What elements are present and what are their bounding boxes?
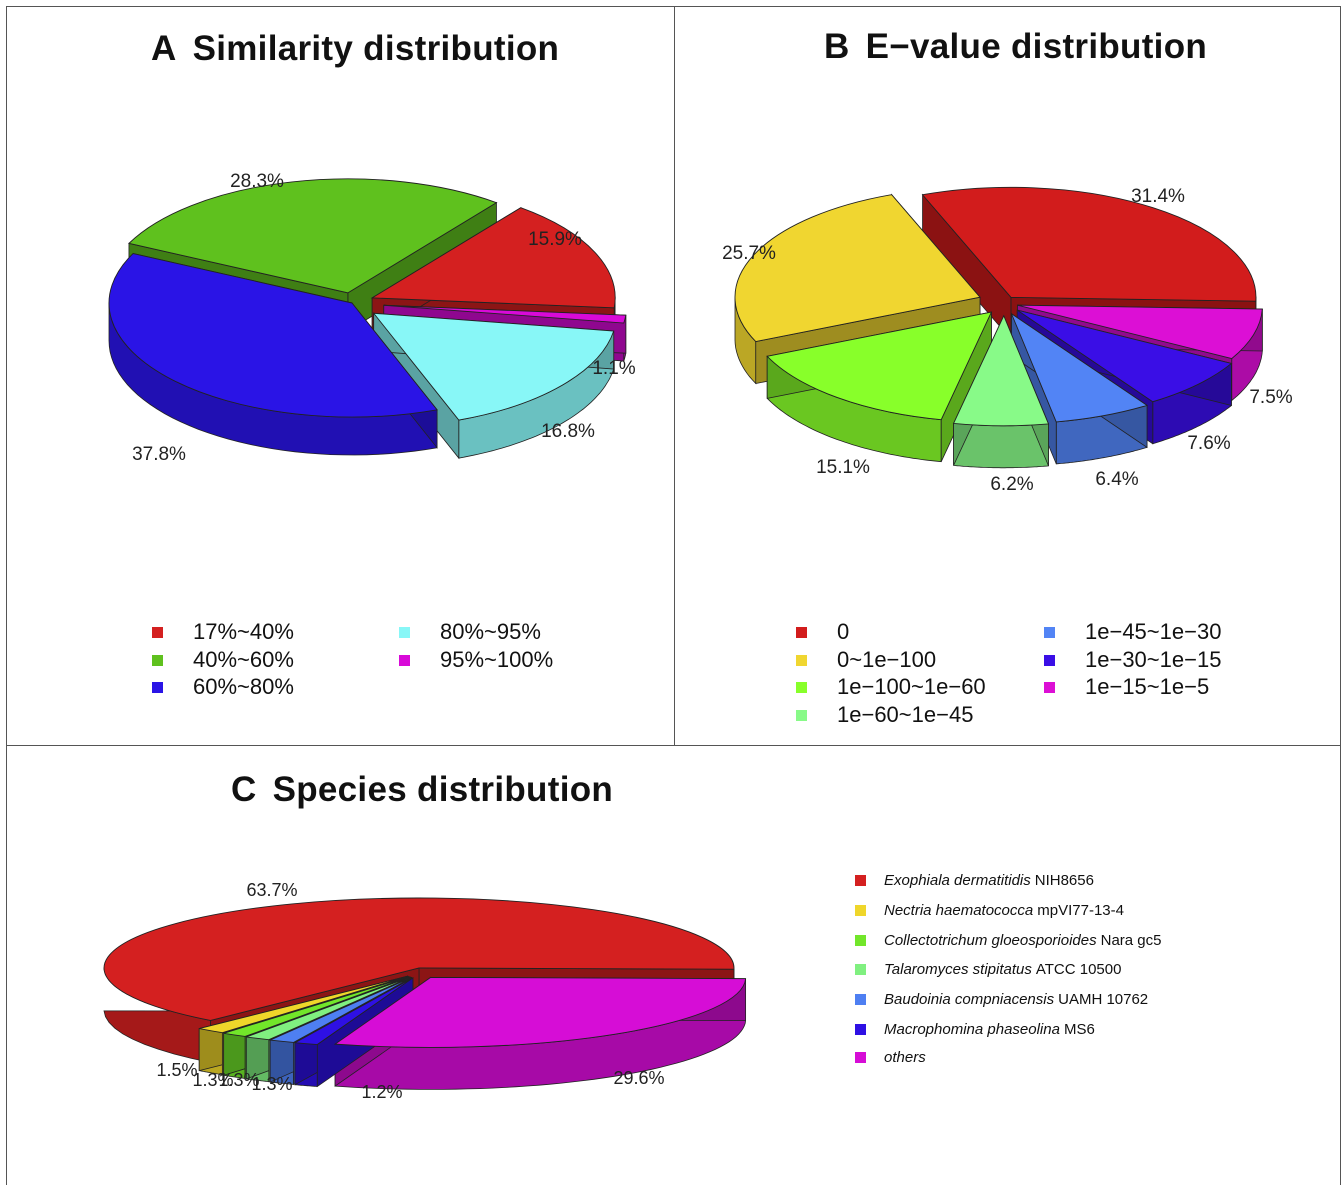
legend-swatch — [855, 875, 866, 886]
legend-label: 1e−45~1e−30 — [1085, 619, 1221, 645]
legend-label: 1e−60~1e−45 — [837, 702, 973, 728]
data-label: 1.1% — [592, 358, 635, 379]
legend-label: others — [884, 1049, 930, 1066]
legend-swatch — [152, 655, 163, 666]
pie-chart-evalue: 31.4% 25.7% 15.1% 6.2% 6.4% 7.6% 7.5% — [674, 7, 1341, 607]
data-label: 1.2% — [361, 1082, 402, 1102]
legend-item: 1e−15~1e−5 — [1044, 674, 1209, 700]
data-label: 28.3% — [230, 171, 284, 192]
legend-label: 40%~60% — [193, 647, 294, 673]
legend-swatch — [796, 627, 807, 638]
legend-label-species: Nectria haematococca — [884, 902, 1033, 919]
legend-item: 80%~95% — [399, 619, 541, 645]
legend-item: 95%~100% — [399, 647, 553, 673]
legend-label: 95%~100% — [440, 647, 553, 673]
data-label: 31.4% — [1131, 186, 1185, 207]
legend-item: 40%~60% — [152, 647, 294, 673]
data-label: 15.9% — [528, 229, 582, 250]
legend-swatch — [796, 710, 807, 721]
legend-item: 0~1e−100 — [796, 647, 936, 673]
legend-swatch — [399, 655, 410, 666]
legend-swatch — [1044, 655, 1055, 666]
data-label: 16.8% — [541, 421, 595, 442]
legend-label: 60%~80% — [193, 674, 294, 700]
legend-swatch — [1044, 682, 1055, 693]
data-label: 25.7% — [722, 243, 776, 264]
legend-label: 0~1e−100 — [837, 647, 936, 673]
legend-swatch — [855, 994, 866, 1005]
data-label: 6.2% — [990, 474, 1033, 495]
legend-label-species: Collectotrichum gloeosporioides — [884, 932, 1097, 949]
data-label: 37.8% — [132, 444, 186, 465]
legend-swatch — [855, 935, 866, 946]
legend-swatch — [796, 682, 807, 693]
legend-item: 17%~40% — [152, 619, 294, 645]
legend-label: 17%~40% — [193, 619, 294, 645]
data-label: 7.5% — [1249, 387, 1292, 408]
legend-label-species: Macrophomina phaseolina — [884, 1021, 1060, 1038]
data-label: 63.7% — [246, 880, 297, 900]
legend-swatch — [1044, 627, 1055, 638]
legend-label-species: Baudoinia compniacensis — [884, 991, 1054, 1008]
data-label: 1.5% — [156, 1060, 197, 1080]
legend-label: 1e−30~1e−15 — [1085, 647, 1221, 673]
legend-label: 80%~95% — [440, 619, 541, 645]
legend-swatch — [796, 655, 807, 666]
legend-item: 1e−60~1e−45 — [796, 702, 973, 728]
legend-swatch — [855, 964, 866, 975]
legend-swatch — [152, 627, 163, 638]
data-label: 6.4% — [1095, 469, 1138, 490]
legend-swatch — [855, 905, 866, 916]
data-label: 1.3% — [251, 1074, 292, 1094]
data-label: 29.6% — [613, 1068, 664, 1088]
pie-chart-similarity: 15.9% 28.3% 37.8% 16.8% 1.1% — [7, 7, 676, 607]
legend-item: others — [855, 1049, 930, 1066]
legend-swatch — [152, 682, 163, 693]
data-label: 7.6% — [1187, 433, 1230, 454]
legend-label: 1e−15~1e−5 — [1085, 674, 1209, 700]
legend-label-species: others — [884, 1049, 926, 1066]
legend-item: 1e−30~1e−15 — [1044, 647, 1221, 673]
legend-item: 1e−100~1e−60 — [796, 674, 986, 700]
legend-label: 1e−100~1e−60 — [837, 674, 986, 700]
legend-label: 0 — [837, 619, 849, 645]
legend-item: 1e−45~1e−30 — [1044, 619, 1221, 645]
pie-chart-species: 63.7%1.5%1.3%1.3%1.3%1.2%29.6% — [7, 746, 807, 1186]
legend-swatch — [855, 1024, 866, 1035]
data-label: 15.1% — [816, 457, 870, 478]
legend-label-species: Talaromyces stipitatus — [884, 961, 1032, 978]
legend-label-species: Exophiala dermatitidis — [884, 872, 1031, 889]
legend-item: 60%~80% — [152, 674, 294, 700]
legend-swatch — [399, 627, 410, 638]
legend-swatch — [855, 1052, 866, 1063]
legend-item: 0 — [796, 619, 849, 645]
